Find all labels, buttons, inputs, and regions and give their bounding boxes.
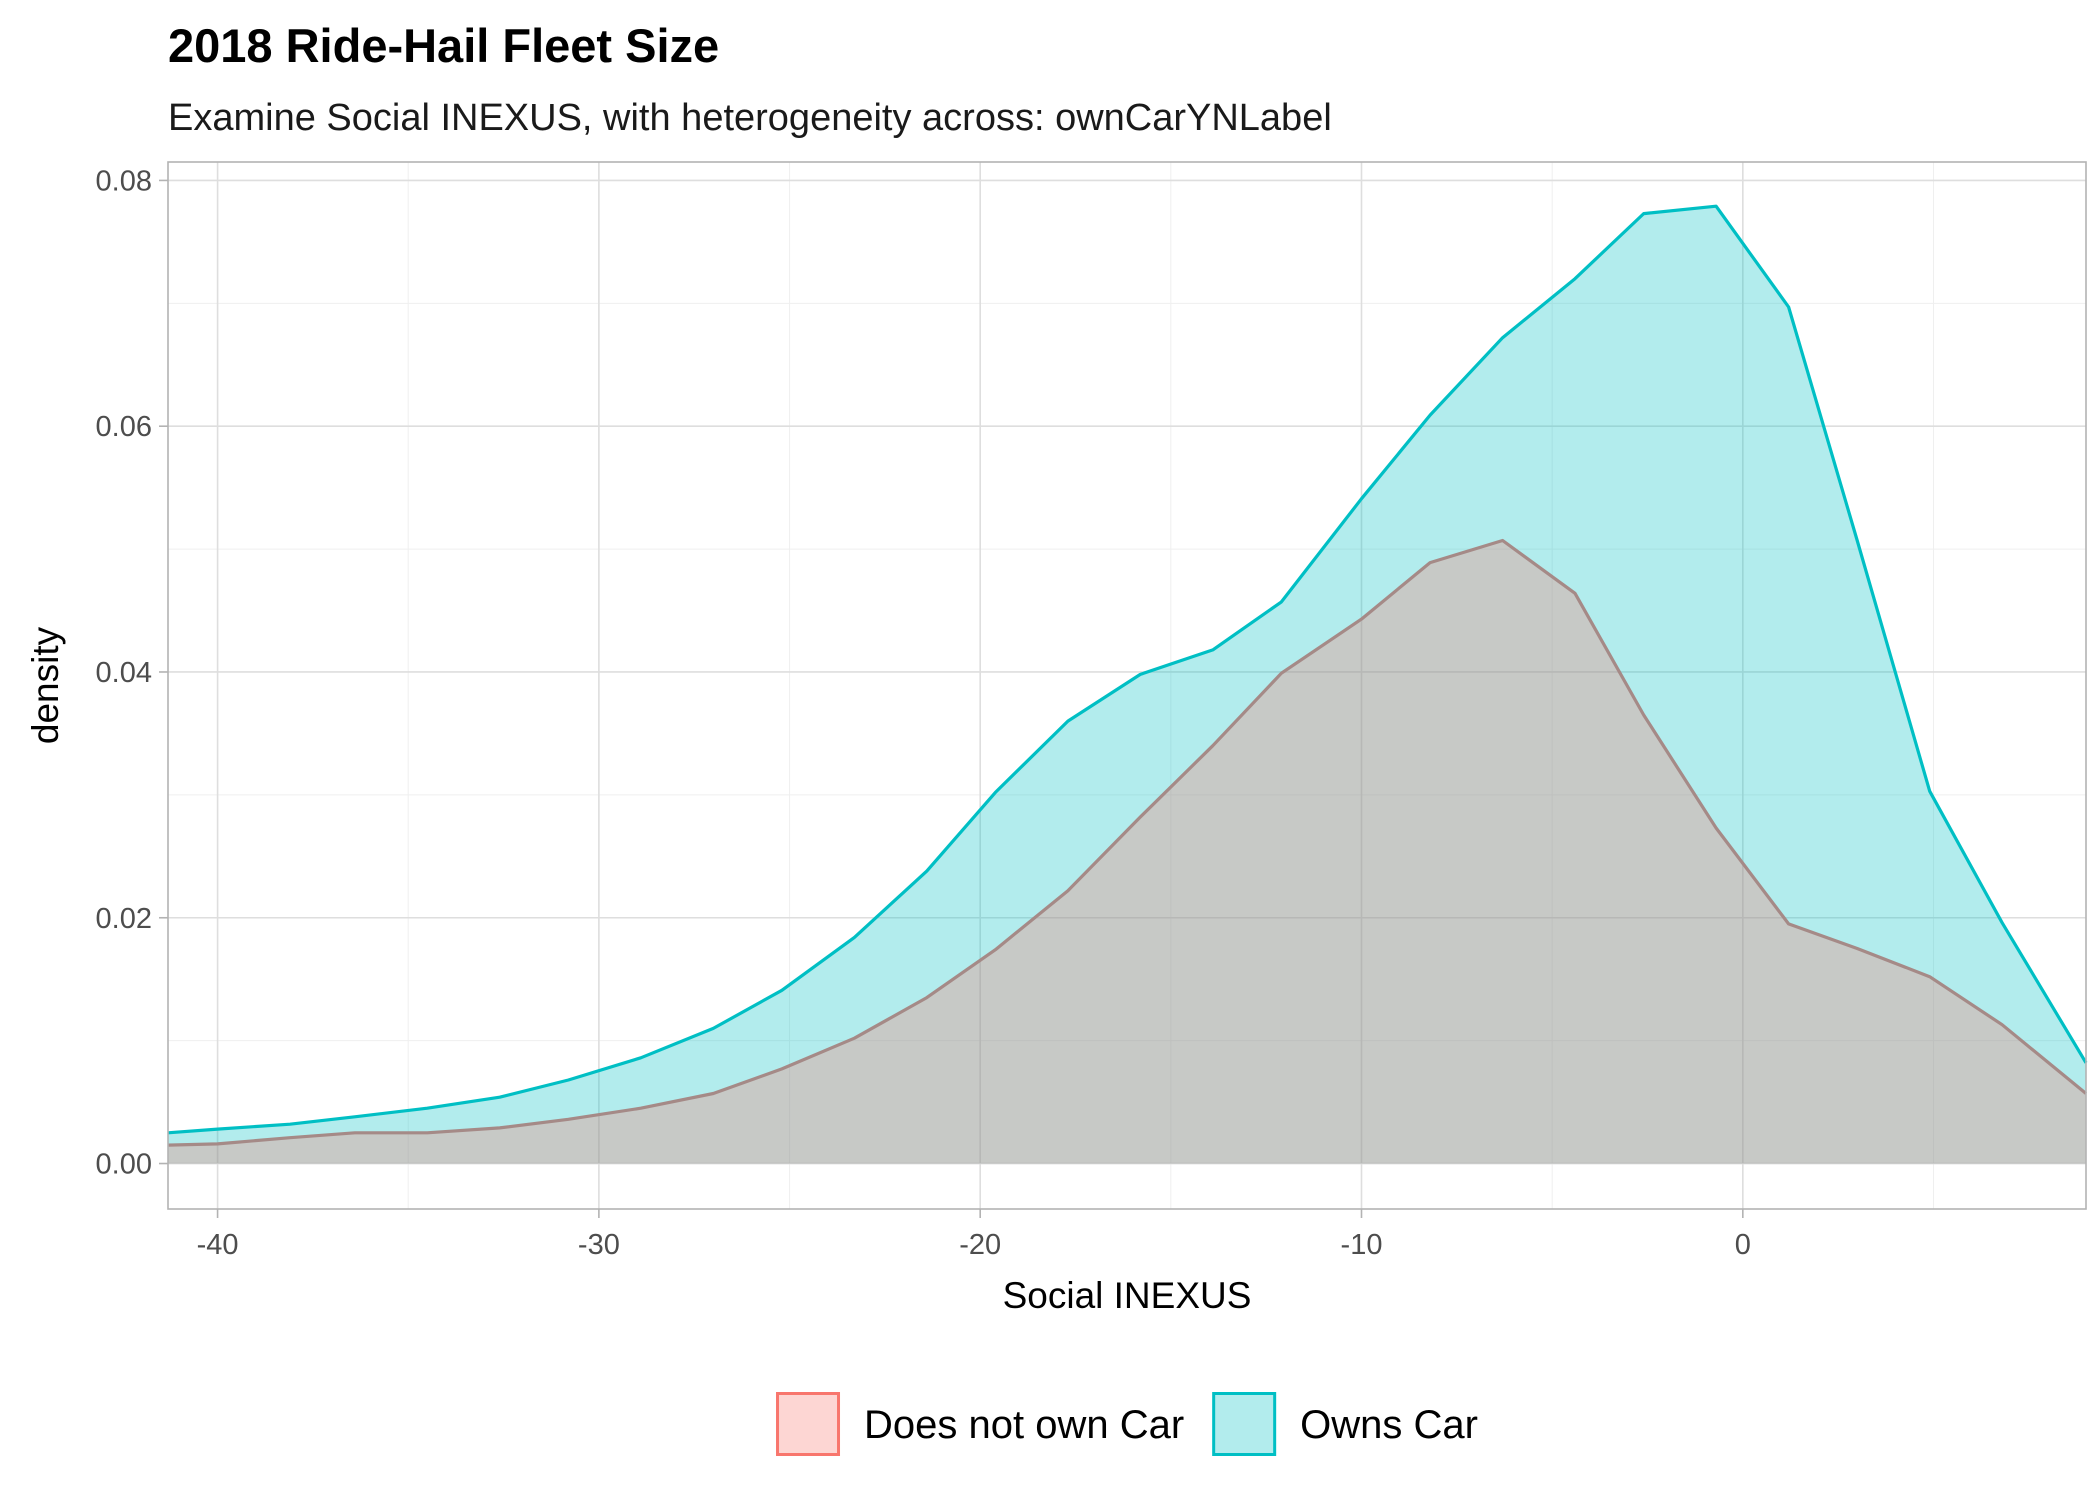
y-tick-label: 0.02	[96, 903, 152, 935]
x-tick-label: -40	[197, 1229, 239, 1261]
legend-key-owns-car	[1212, 1392, 1277, 1456]
area-does-not-own-car	[168, 540, 2086, 1164]
legend: Does not own Car Owns Car	[776, 1392, 1478, 1456]
density-areas	[167, 204, 2088, 1164]
y-tick-label: 0.06	[96, 411, 152, 443]
x-tick-label: -20	[959, 1229, 1001, 1261]
chart-subtitle: Examine Social INEXUS, with heterogeneit…	[168, 97, 1332, 139]
y-tick-label: 0.04	[96, 657, 152, 689]
grid-lines	[168, 162, 2086, 1209]
y-axis-title: density	[25, 626, 66, 744]
legend-label-owns-car: Owns Car	[1300, 1403, 1478, 1447]
x-tick-label: -10	[1341, 1229, 1383, 1261]
x-tick-label: -30	[578, 1229, 620, 1261]
line-does-not-own-car	[167, 538, 2088, 1147]
y-tick-label: 0.08	[96, 165, 152, 197]
legend-label-does-not-own-car: Does not own Car	[864, 1403, 1184, 1447]
legend-key-does-not-own-car	[776, 1392, 841, 1456]
x-tick-label: 0	[1735, 1229, 1751, 1261]
x-axis-title: Social INEXUS	[1003, 1275, 1252, 1316]
y-tick-label: 0.00	[96, 1149, 152, 1181]
line-owns-car	[167, 204, 2088, 1135]
chart-title: 2018 Ride-Hail Fleet Size	[168, 19, 719, 72]
panel-border	[167, 161, 2087, 1210]
axis-ticks: -40 -30 -20 -10 0 0.00 0.02 0.04 0.06 0.08	[96, 165, 1751, 1261]
